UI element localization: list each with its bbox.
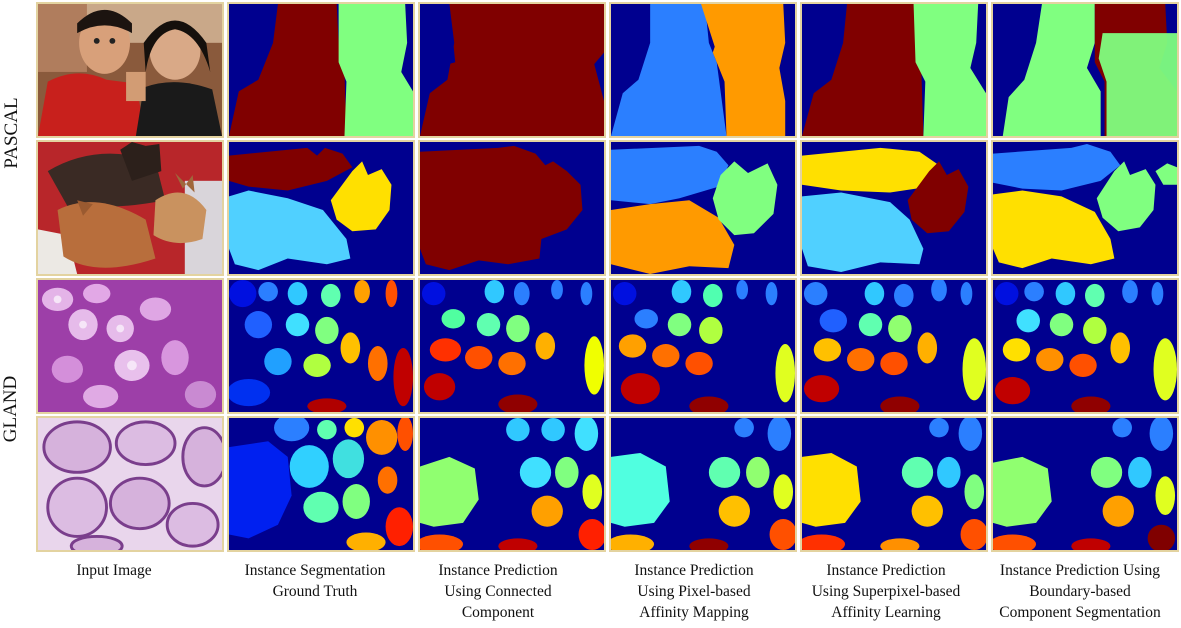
column-label-line: Using Connected — [444, 583, 552, 600]
pascal-people-boundary-segmentation — [991, 2, 1179, 138]
column-label-line: Ground Truth — [272, 583, 358, 600]
column-label-pixel-affinity: Instance Prediction Using Pixel-based Af… — [600, 560, 788, 623]
column-label-boundary-segmentation: Instance Prediction Using Boundary-based… — [982, 560, 1178, 623]
pascal-people-pixel-affinity — [609, 2, 797, 138]
pascal-cats-input-image — [36, 140, 224, 276]
column-label-line: Component — [461, 604, 535, 621]
column-label-line: Instance Prediction — [438, 562, 558, 579]
gland-1-ground-truth — [227, 278, 415, 414]
pascal-cats-superpixel-affinity — [800, 140, 988, 276]
gland-2-ground-truth — [227, 416, 415, 552]
column-label-line: Using Pixel-based — [637, 583, 751, 600]
column-label-input-image: Input Image — [20, 560, 208, 581]
figure-grid — [36, 2, 1179, 554]
pascal-cats-ground-truth — [227, 140, 415, 276]
gland-2-boundary-segmentation — [991, 416, 1179, 552]
gland-2-input-image — [36, 416, 224, 552]
pascal-cats-connected-component — [418, 140, 606, 276]
column-label-line: Instance Segmentation — [244, 562, 386, 579]
gland-1-boundary-segmentation — [991, 278, 1179, 414]
gland-1-pixel-affinity — [609, 278, 797, 414]
column-label-ground-truth: Instance Segmentation Ground Truth — [221, 560, 409, 602]
column-label-connected-component: Instance Prediction Using Connected Comp… — [404, 560, 592, 623]
gland-1-connected-component — [418, 278, 606, 414]
pascal-people-connected-component — [418, 2, 606, 138]
row-label-pascal: PASCAL — [1, 97, 22, 169]
gland-1-superpixel-affinity — [800, 278, 988, 414]
column-label-line: Instance Prediction — [826, 562, 946, 579]
gland-2-connected-component — [418, 416, 606, 552]
column-label-line: Instance Prediction Using — [999, 562, 1161, 579]
column-label-line: Input Image — [76, 562, 152, 579]
column-label-line: Instance Prediction — [634, 562, 754, 579]
column-label-line: Affinity Learning — [831, 604, 941, 621]
gland-1-input-image — [36, 278, 224, 414]
column-label-line: Component Segmentation — [999, 604, 1161, 621]
pascal-cats-boundary-segmentation — [991, 140, 1179, 276]
pascal-people-input-image — [36, 2, 224, 138]
gland-2-superpixel-affinity — [800, 416, 988, 552]
column-label-line: Using Superpixel-based — [811, 583, 961, 600]
pascal-people-superpixel-affinity — [800, 2, 988, 138]
row-label-gland: GLAND — [0, 375, 21, 443]
column-label-line: Affinity Mapping — [639, 604, 749, 621]
pascal-cats-pixel-affinity — [609, 140, 797, 276]
column-label-line: Boundary-based — [1029, 583, 1131, 600]
pascal-people-ground-truth — [227, 2, 415, 138]
gland-2-pixel-affinity — [609, 416, 797, 552]
column-label-superpixel-affinity: Instance Prediction Using Superpixel-bas… — [792, 560, 980, 623]
